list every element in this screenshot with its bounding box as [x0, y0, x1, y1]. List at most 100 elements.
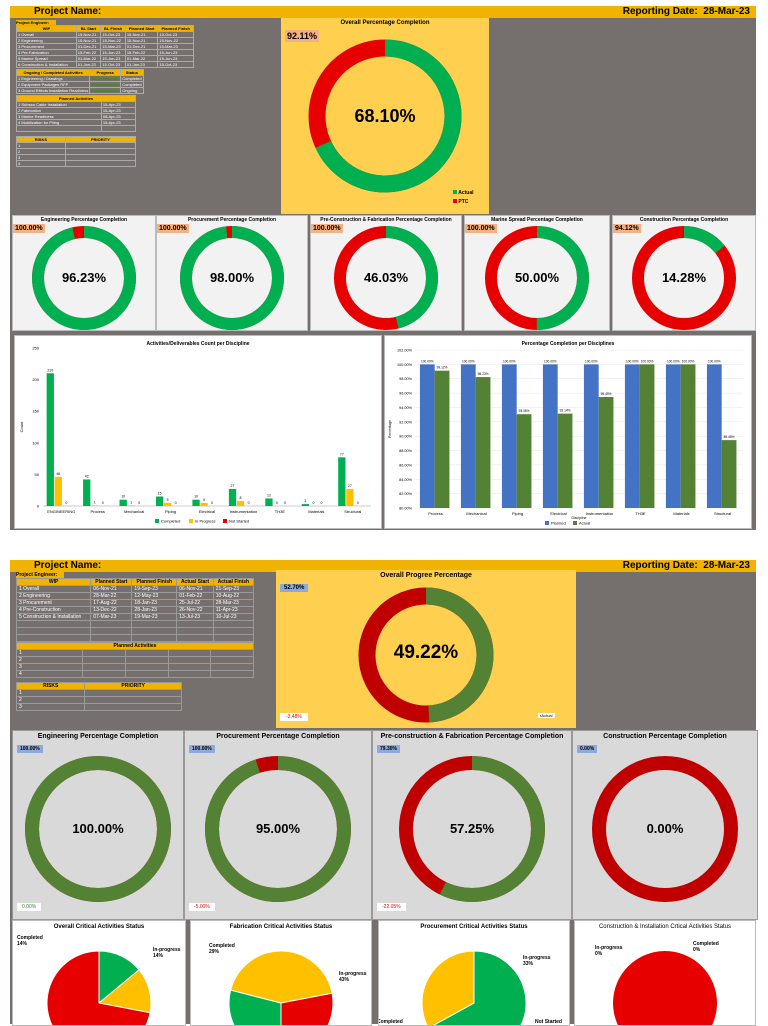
pie-title: Procurement Critical Activities Status: [420, 924, 528, 930]
bar: [721, 440, 737, 508]
legend-swatch: [573, 521, 577, 525]
progress-bar: [91, 78, 120, 80]
bar-data-label: 1: [94, 500, 96, 504]
dashboard-1-tables: Project Engineer: WIP BL Start BL Finish Pl…: [15, 20, 196, 167]
table-cell: 01-Jan-23: [75, 61, 102, 68]
discipline-variance: -5.00%: [189, 903, 215, 911]
table-cell: [89, 81, 122, 88]
discipline-donut: [399, 756, 545, 902]
bar-data-label: 100.00%: [462, 359, 475, 363]
bar-data-label: 5: [203, 498, 205, 502]
bar-data-label: 3: [304, 499, 306, 503]
discipline-donut: [205, 756, 351, 902]
x-tick-label: Mechanical: [124, 509, 144, 514]
table-cell: 19-Mar-23: [131, 613, 178, 621]
table-cell: 1: [15, 649, 84, 657]
table-cell: [124, 663, 169, 671]
x-tick-label: Instrumentation: [230, 509, 258, 514]
table-cell: [82, 670, 126, 678]
bar: [46, 373, 54, 506]
table-row: [15, 627, 255, 635]
bar: [301, 504, 310, 506]
overall-badge-2: 52.70%: [280, 584, 309, 592]
discipline-donut: [180, 226, 284, 330]
table-cell: 3 Ground Effects Installation Readiness: [15, 87, 91, 94]
table-cell: [124, 656, 169, 664]
table-row: 1 Overall 06-Nov-21 19-Sep-23 06-Nov-21 21-S…: [15, 585, 255, 593]
table-cell: 18-Jan-23: [131, 599, 178, 607]
discipline-value: 50.00%: [514, 270, 560, 285]
table-cell: 17-Aug-22: [90, 599, 133, 607]
table-cell: [84, 703, 182, 711]
legend-swatch: [155, 519, 159, 523]
discipline-badge: 79.30%: [377, 745, 400, 753]
ptc-badge-1: 92.11%: [285, 30, 320, 42]
table-row: 2 Engineering 28-Mar-22 12-May-23 01-Feb-22…: [15, 592, 255, 600]
overall-variance-2: -3.48%: [280, 713, 308, 721]
legend-label: Completed: [161, 519, 180, 524]
x-tick-label: TH3E: [635, 511, 646, 516]
ongoing-table-1: Ongoing / Completed Activities Progress St…: [15, 69, 144, 94]
bar: [542, 364, 558, 508]
table-row: 3 Ground Effects Installation Readiness O…: [15, 87, 144, 94]
discipline-title: Construction Percentage Completion: [603, 733, 727, 740]
discipline-value: 14.28%: [661, 270, 707, 285]
bar: [155, 496, 164, 506]
bar-data-label: 100.00%: [421, 359, 434, 363]
y-tick-label: 96.00%: [399, 392, 413, 396]
table-cell: 28-Jan-23: [131, 606, 178, 614]
table-cell: [176, 620, 214, 628]
y-tick-label: 82.00%: [399, 492, 413, 496]
table-cell: 11-Apr-23: [212, 606, 255, 614]
table-cell: [15, 620, 92, 628]
table-cell: Actual Finish: [212, 578, 255, 586]
discipline-title: Construction Percentage Completion: [639, 217, 729, 223]
x-tick-label: Instrumentation: [586, 511, 614, 516]
x-tick-label: TH3E: [275, 509, 286, 514]
table-cell: [167, 649, 212, 657]
overall-donut-1: [308, 39, 462, 193]
discipline-donut: [25, 756, 171, 902]
discipline-title: Procurement Percentage Completion: [216, 733, 340, 740]
bar: [91, 505, 99, 506]
bar-data-label: 27: [348, 484, 352, 488]
pct-chart: Percentage Completion per Disciplines Per…: [388, 341, 743, 526]
bar-data-label: 15: [158, 492, 162, 496]
bar: [583, 364, 599, 508]
y-tick-label: 86.00%: [399, 463, 413, 467]
bar: [706, 364, 722, 508]
progress-bar: [91, 90, 120, 92]
discipline-title: Pre-Construction & Fabrication Percentag…: [320, 217, 452, 223]
overall-title-2: Overall Progree Percentage: [380, 572, 472, 579]
table-cell: [210, 663, 254, 671]
discipline-donut: [485, 226, 589, 330]
table-cell: [167, 663, 212, 671]
table-cell: 2: [15, 656, 84, 664]
discipline-value: 0.00%: [646, 821, 684, 836]
table-cell: RISKS: [15, 682, 86, 690]
count-chart-card: Activities/Deliverables Count per Discip…: [14, 335, 382, 529]
table-cell: [124, 670, 169, 678]
bar: [346, 488, 354, 506]
bar: [338, 457, 346, 506]
table-cell: [131, 627, 178, 635]
pie-title: Construction & Installation Crtical Acti…: [598, 924, 732, 930]
discipline-badge: 100.00%: [17, 745, 43, 753]
table-cell: 15-Oct-23: [157, 61, 194, 68]
bar: [54, 476, 62, 506]
bar-data-label: 93.14%: [560, 409, 571, 413]
bar-data-label: 0: [320, 501, 322, 505]
reporting-date-2: Reporting Date: 28-Mar-23: [622, 560, 750, 571]
table-cell: 26-Nov-22: [176, 606, 214, 614]
bar-data-label: 0: [102, 501, 104, 505]
bar-data-label: 100.00%: [544, 359, 557, 363]
overall-value-1: 68.10%: [354, 106, 416, 126]
bar-data-label: 100.00%: [682, 359, 695, 363]
critical-pie-card-3: Procurement Critical Activities Status In…: [378, 920, 570, 1026]
discipline-badge: 100.00%: [311, 224, 343, 233]
discipline-badge: 100.00%: [13, 224, 45, 233]
table-cell: 06-Nov-21: [176, 585, 214, 593]
bar: [200, 502, 208, 506]
table-cell: 3 Procurement: [15, 599, 92, 607]
legend-label: Planned: [551, 521, 566, 526]
